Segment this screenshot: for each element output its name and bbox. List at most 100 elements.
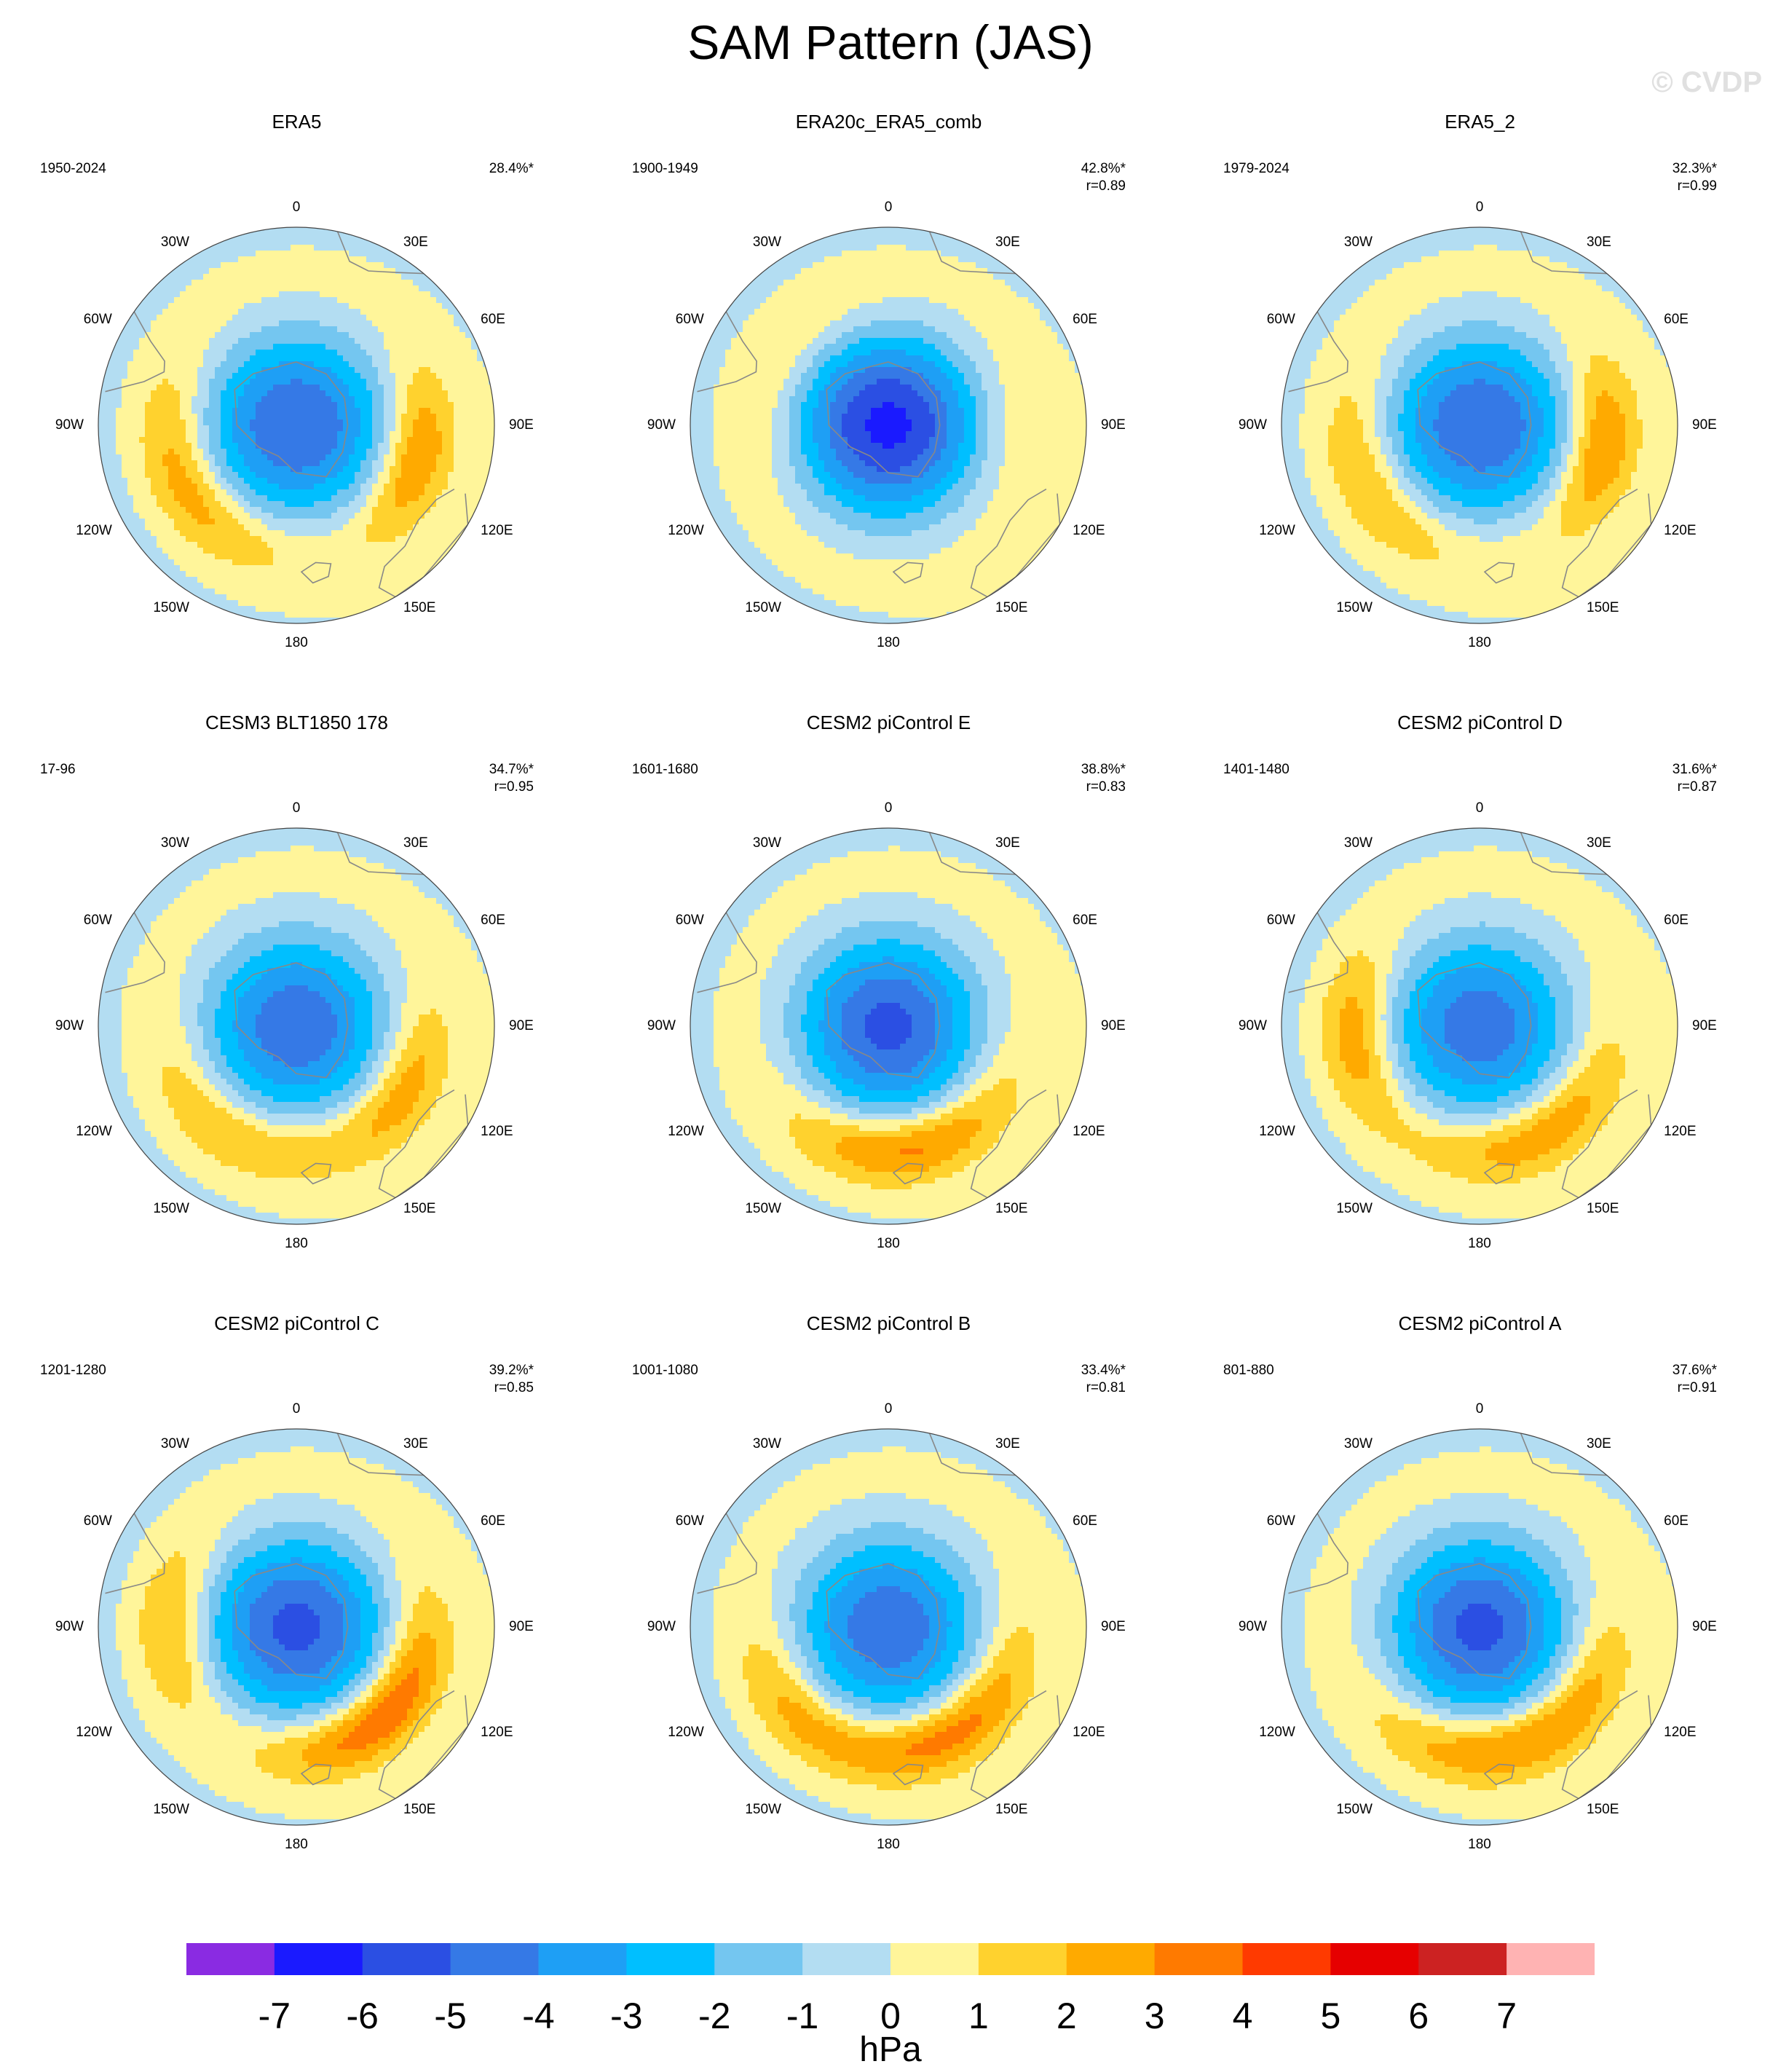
contour-cell [929, 315, 936, 321]
contour-cell [250, 315, 256, 321]
contour-cell [882, 297, 889, 304]
contour-cell [261, 606, 268, 612]
contour-cell [714, 350, 720, 356]
contour-cell [355, 245, 361, 251]
contour-cell [754, 350, 761, 356]
contour-cell [976, 256, 982, 263]
contour-cell [807, 285, 813, 292]
contour-cell [970, 303, 976, 310]
contour-cell [238, 583, 245, 589]
contour-cell [430, 402, 437, 409]
contour-cell [267, 379, 274, 385]
contour-cell [442, 367, 449, 374]
contour-cell [413, 501, 419, 508]
contour-cell [395, 274, 402, 280]
contour-cell [343, 303, 350, 310]
contour-cell [390, 396, 396, 403]
contour-cell [244, 559, 250, 566]
contour-cell [325, 268, 332, 275]
contour-cell [291, 431, 297, 438]
contour-cell [366, 390, 373, 397]
contour-cell [877, 256, 883, 263]
contour-cell [865, 285, 872, 292]
contour-cell [209, 501, 216, 508]
contour-cell [209, 466, 216, 473]
contour-cell [360, 524, 367, 531]
contour-cell [221, 472, 227, 478]
contour-cell [378, 367, 384, 374]
contour-cell [384, 513, 390, 519]
contour-cell [191, 495, 198, 502]
contour-cell [168, 571, 175, 578]
contour-cell [929, 233, 936, 240]
contour-cell [145, 303, 151, 310]
contour-cell [221, 571, 227, 578]
contour-cell [442, 326, 449, 333]
contour-cell [127, 315, 134, 321]
contour-cell [308, 600, 315, 607]
contour-cell [261, 513, 268, 519]
contour-cell [430, 274, 437, 280]
contour-cell [987, 285, 994, 292]
contour-cell [772, 280, 778, 286]
contour-cell [871, 315, 877, 321]
contour-cell [267, 396, 274, 403]
contour-cell [407, 554, 414, 560]
contour-cell [244, 245, 250, 251]
contour-cell [191, 390, 198, 397]
contour-cell [110, 408, 117, 414]
contour-cell [401, 501, 408, 508]
contour-cell [413, 385, 419, 391]
contour-cell [1022, 309, 1029, 315]
contour-cell [349, 466, 355, 473]
contour-cell [454, 390, 460, 397]
contour-cell [366, 536, 373, 543]
contour-cell [384, 571, 390, 578]
contour-cell [221, 530, 227, 537]
contour-cell [941, 233, 947, 240]
contour-cell [325, 437, 332, 444]
contour-cell [401, 443, 408, 449]
contour-cell [465, 489, 472, 496]
contour-cell [395, 460, 402, 467]
contour-cell [917, 309, 924, 315]
contour-cell [261, 262, 268, 269]
contour-cell [273, 472, 280, 478]
contour-cell [180, 414, 186, 420]
contour-cell [273, 303, 280, 310]
contour-cell [174, 524, 181, 531]
contour-cell [1040, 320, 1046, 327]
contour-cell [343, 309, 350, 315]
contour-cell [203, 396, 210, 403]
contour-cell [157, 484, 163, 490]
contour-cell [818, 239, 825, 245]
contour-cell [783, 315, 790, 321]
contour-cell [151, 501, 157, 508]
contour-cell [471, 443, 478, 449]
contour-cell [296, 262, 303, 269]
contour-cell [325, 419, 332, 426]
contour-cell [413, 344, 419, 350]
contour-cell [162, 332, 169, 339]
contour-cell [180, 513, 186, 519]
contour-cell [302, 268, 309, 275]
contour-cell [384, 256, 390, 263]
contour-cell [824, 291, 831, 298]
contour-cell [325, 245, 332, 251]
contour-cell [291, 256, 297, 263]
contour-cell [454, 309, 460, 315]
contour-cell [454, 489, 460, 496]
contour-cell [238, 501, 245, 508]
contour-cell [719, 344, 726, 350]
contour-cell [331, 338, 338, 344]
contour-cell [749, 344, 755, 350]
contour-cell [296, 559, 303, 566]
contour-cell [407, 548, 414, 554]
contour-cell [110, 402, 117, 409]
contour-cell [273, 373, 280, 379]
contour-cell [871, 233, 877, 240]
contour-cell [226, 519, 233, 525]
contour-cell [906, 256, 912, 263]
contour-cell [191, 449, 198, 455]
contour-cell [279, 355, 285, 362]
